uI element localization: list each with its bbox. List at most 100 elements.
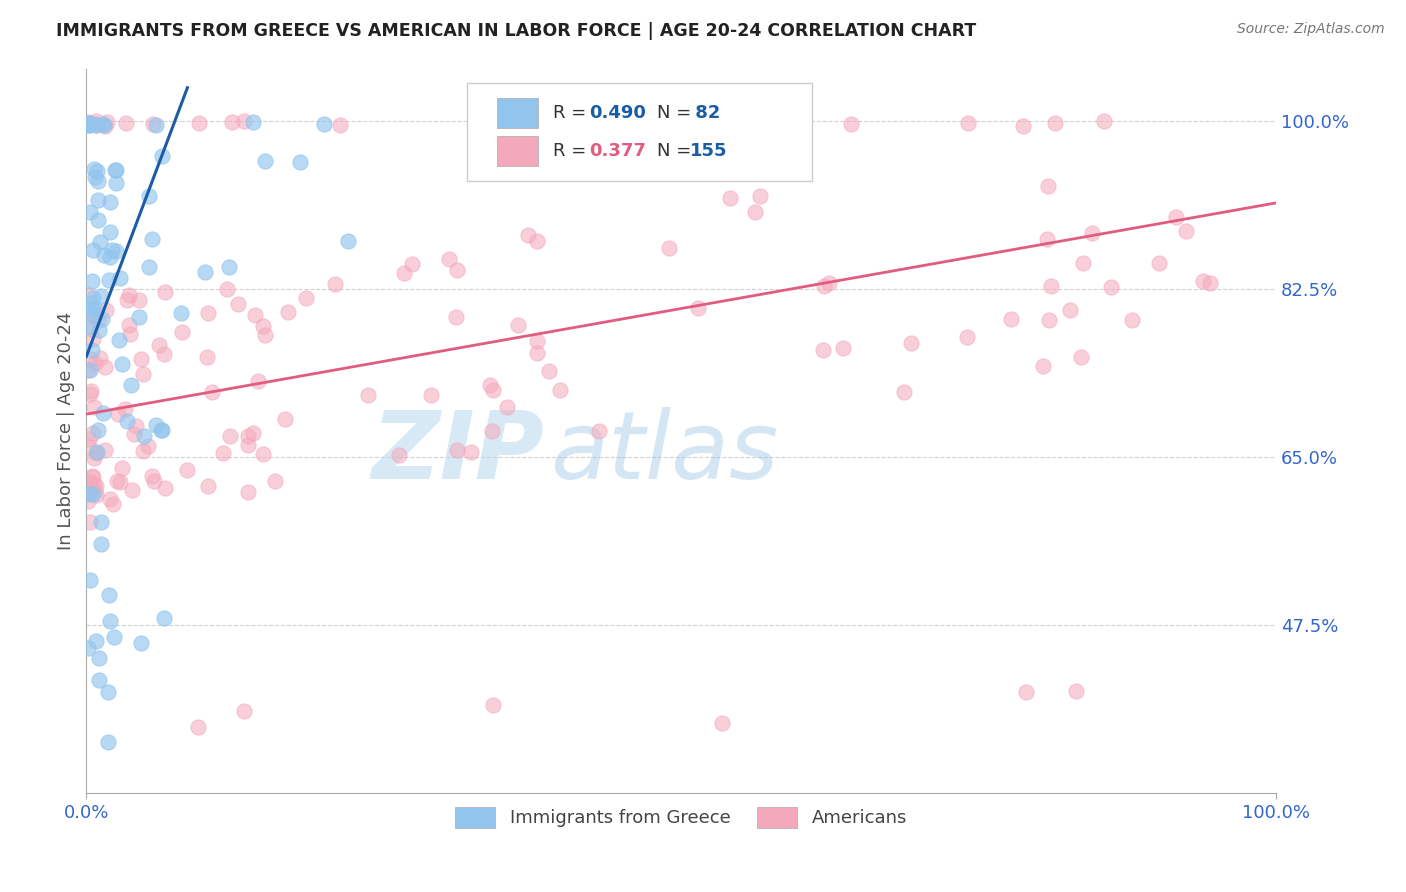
Point xyxy=(104,244,127,258)
Point xyxy=(394,266,416,280)
Point xyxy=(122,426,145,441)
Point xyxy=(188,116,211,130)
Point xyxy=(388,448,411,462)
Point xyxy=(1038,313,1060,327)
Point xyxy=(76,363,98,377)
Point xyxy=(484,118,506,132)
Point xyxy=(588,425,610,439)
Point xyxy=(76,118,98,132)
Point xyxy=(93,119,115,133)
Point xyxy=(79,352,101,367)
Point xyxy=(79,573,101,587)
Point xyxy=(83,301,105,316)
Point xyxy=(482,384,505,398)
Point xyxy=(252,447,274,461)
Point xyxy=(98,251,121,265)
Point xyxy=(87,174,110,188)
Point xyxy=(481,698,503,712)
Point xyxy=(82,487,104,501)
Text: 82: 82 xyxy=(689,103,721,122)
Point xyxy=(79,486,101,500)
Text: 0.377: 0.377 xyxy=(589,142,647,161)
Point xyxy=(103,630,125,644)
Point xyxy=(120,327,142,342)
Legend: Immigrants from Greece, Americans: Immigrants from Greece, Americans xyxy=(449,800,914,835)
Point xyxy=(538,364,561,378)
Point xyxy=(314,118,336,132)
Point xyxy=(232,704,254,718)
Point xyxy=(357,388,380,402)
Point xyxy=(1099,280,1122,294)
Point xyxy=(460,445,482,459)
Point xyxy=(263,474,285,488)
Point xyxy=(218,429,240,443)
Point xyxy=(152,347,174,361)
Point xyxy=(1039,279,1062,293)
Point xyxy=(98,492,121,507)
Point xyxy=(446,310,468,324)
Point xyxy=(97,685,120,699)
Point xyxy=(107,333,129,347)
Point xyxy=(94,119,117,133)
Point xyxy=(91,312,114,326)
Point xyxy=(86,164,108,178)
Point xyxy=(420,387,443,401)
Point xyxy=(87,673,110,687)
Point xyxy=(1175,224,1198,238)
Point xyxy=(277,304,299,318)
Point xyxy=(82,426,104,441)
Text: atlas: atlas xyxy=(550,407,779,498)
Text: IMMIGRANTS FROM GREECE VS AMERICAN IN LABOR FORCE | AGE 20-24 CORRELATION CHART: IMMIGRANTS FROM GREECE VS AMERICAN IN LA… xyxy=(56,22,977,40)
Text: N =: N = xyxy=(658,103,697,122)
Point xyxy=(152,611,174,625)
Point xyxy=(86,445,108,459)
Point xyxy=(446,443,468,458)
Point xyxy=(710,716,733,731)
Point xyxy=(254,328,277,343)
Point xyxy=(84,633,107,648)
Point xyxy=(79,296,101,310)
Point xyxy=(212,446,235,460)
Point xyxy=(84,483,107,498)
Point xyxy=(118,287,141,301)
Point xyxy=(508,318,530,332)
Text: ZIP: ZIP xyxy=(371,407,544,499)
Point xyxy=(79,515,101,529)
Point xyxy=(83,117,105,131)
Point xyxy=(145,118,167,132)
Point xyxy=(718,191,741,205)
Point xyxy=(153,285,176,299)
Point xyxy=(115,116,138,130)
Point xyxy=(129,635,152,649)
Point xyxy=(243,308,266,322)
Point xyxy=(80,301,103,316)
Point xyxy=(141,469,163,483)
Point xyxy=(77,487,100,501)
Point xyxy=(1147,255,1170,269)
Point xyxy=(1043,116,1066,130)
Point xyxy=(236,484,259,499)
Point xyxy=(82,469,104,483)
Point xyxy=(517,227,540,242)
Point xyxy=(195,351,218,365)
Point xyxy=(221,115,243,129)
Point xyxy=(150,423,173,437)
Point xyxy=(114,402,136,417)
Y-axis label: In Labor Force | Age 20-24: In Labor Force | Age 20-24 xyxy=(58,311,75,550)
Point xyxy=(1092,114,1115,128)
Point xyxy=(76,115,98,129)
Point xyxy=(83,451,105,466)
Point xyxy=(744,205,766,219)
Point xyxy=(120,378,142,392)
Point xyxy=(98,273,121,287)
Point xyxy=(170,306,193,320)
Point xyxy=(89,651,111,665)
Point xyxy=(77,494,100,508)
Point xyxy=(84,488,107,502)
Point xyxy=(87,423,110,437)
Point xyxy=(526,346,548,360)
Point xyxy=(496,400,519,414)
Point xyxy=(82,469,104,483)
Point xyxy=(132,444,155,458)
Point xyxy=(337,234,360,248)
